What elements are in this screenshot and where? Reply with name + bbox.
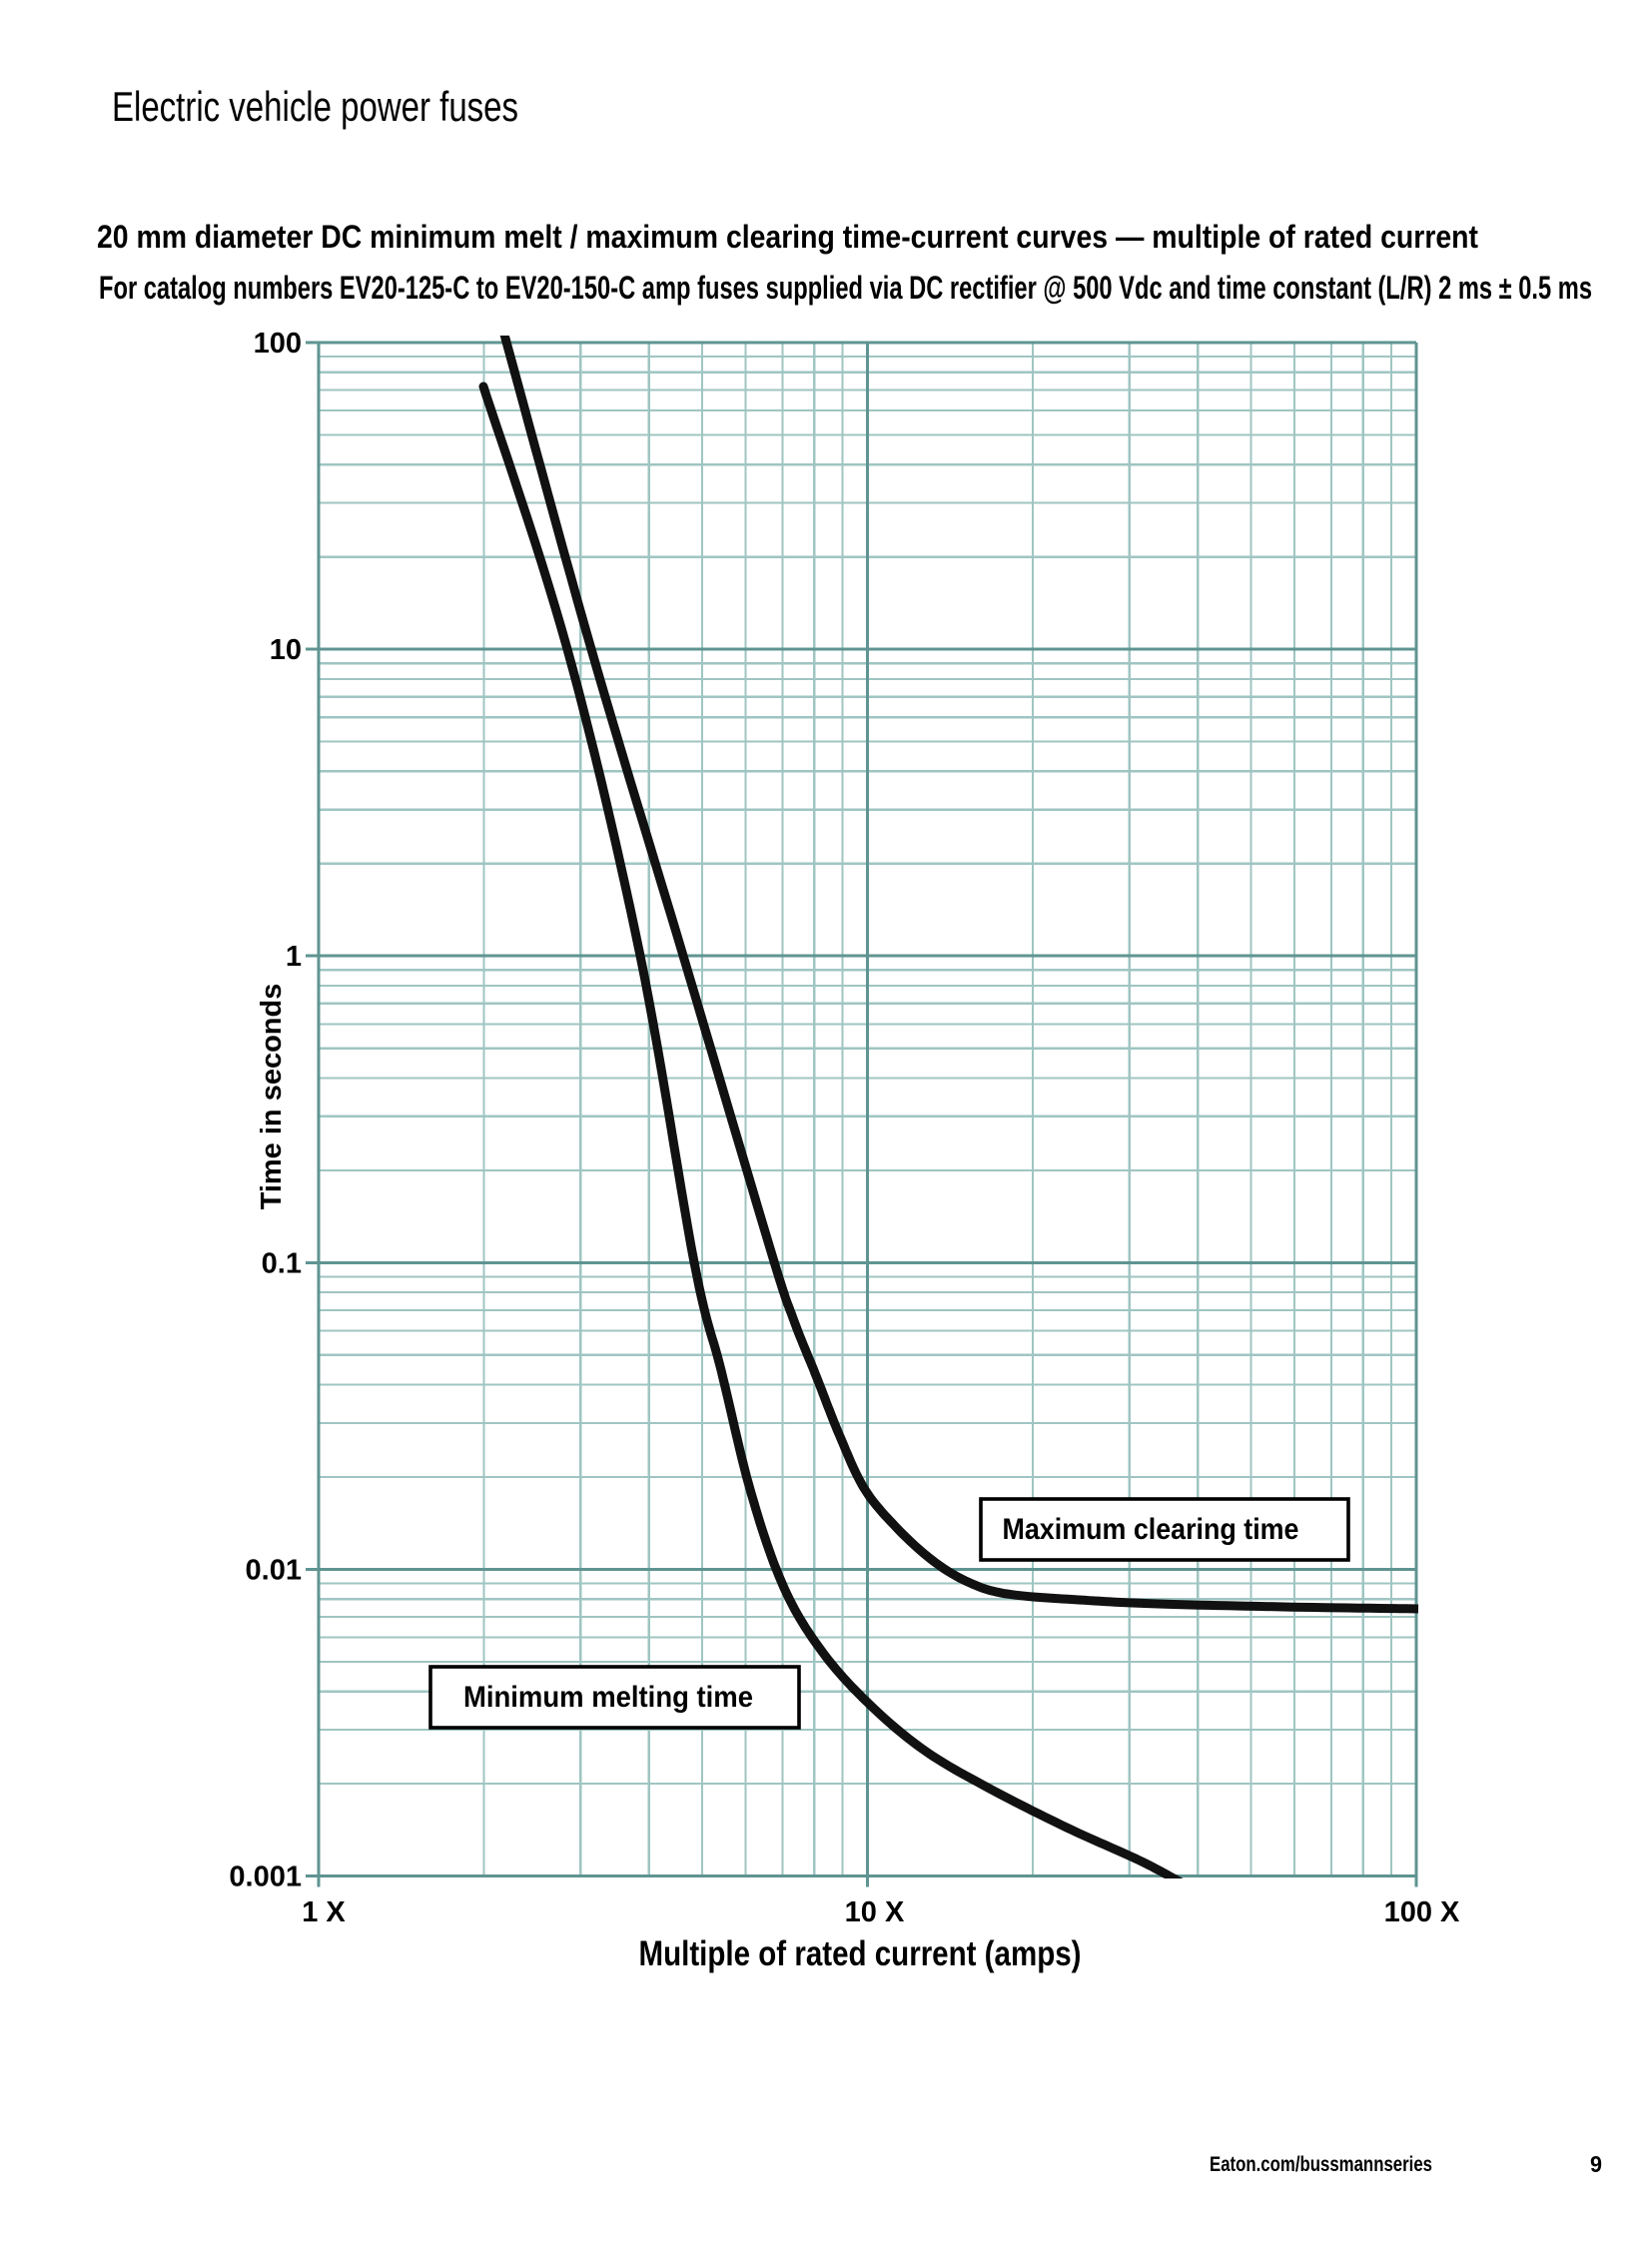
svg-text:10 X: 10 X [845, 1896, 905, 1928]
svg-text:Maximum clearing time: Maximum clearing time [1003, 1513, 1299, 1546]
svg-text:Electric vehicle power fuses: Electric vehicle power fuses [112, 83, 518, 130]
svg-text:100: 100 [254, 328, 302, 360]
svg-text:Minimum melting time: Minimum melting time [463, 1681, 753, 1714]
svg-text:9: 9 [1590, 2151, 1602, 2177]
svg-text:Multiple of rated current (amp: Multiple of rated current (amps) [639, 1934, 1082, 1973]
svg-text:1: 1 [286, 941, 302, 973]
svg-text:10: 10 [270, 634, 302, 666]
svg-text:Eaton.com/bussmannseries: Eaton.com/bussmannseries [1210, 2153, 1432, 2176]
svg-text:1 X: 1 X [302, 1896, 346, 1928]
svg-text:0.01: 0.01 [246, 1555, 302, 1587]
svg-text:0.1: 0.1 [262, 1247, 302, 1279]
svg-text:Time in seconds: Time in seconds [256, 984, 288, 1210]
svg-text:100 X: 100 X [1384, 1896, 1460, 1928]
svg-text:For catalog numbers EV20-125-C: For catalog numbers EV20-125-C to EV20-1… [99, 270, 1592, 306]
svg-text:20 mm diameter DC minimum melt: 20 mm diameter DC minimum melt / maximum… [97, 219, 1478, 255]
svg-text:0.001: 0.001 [229, 1862, 302, 1893]
